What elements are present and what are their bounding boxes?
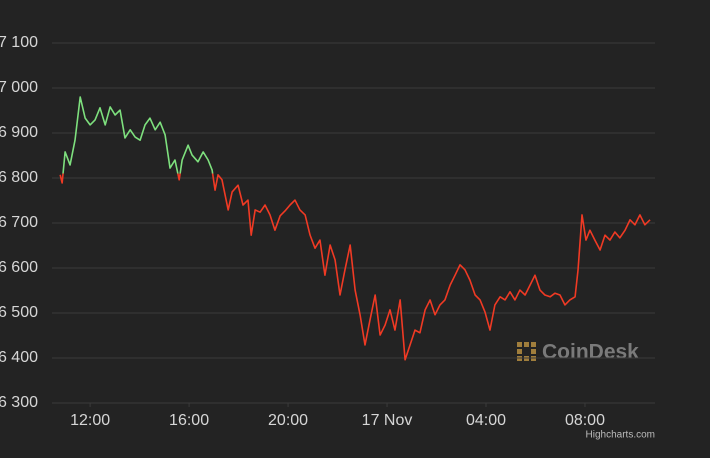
y-tick-label: 6 300: [0, 394, 38, 411]
y-tick-label: 6 700: [0, 214, 38, 231]
price-line: [62, 96, 214, 174]
y-tick-label: 6 800: [0, 169, 38, 186]
x-tick-label: 12:00: [70, 412, 110, 429]
y-tick-label: 7 100: [0, 34, 38, 51]
y-tick-label: 7 000: [0, 79, 38, 96]
x-tick-label: 16:00: [169, 412, 209, 429]
y-tick-label: 6 500: [0, 304, 38, 321]
price-line: [59, 173, 651, 361]
x-tick-label: 17 Nov: [362, 412, 413, 429]
y-tick-label: 6 600: [0, 259, 38, 276]
x-tick-label: 20:00: [268, 412, 308, 429]
y-tick-label: 6 900: [0, 124, 38, 141]
credits: Highcharts.com: [586, 430, 655, 441]
x-tick-label: 04:00: [466, 412, 506, 429]
watermark: CoinDesk: [542, 341, 639, 364]
y-tick-label: 6 400: [0, 349, 38, 366]
x-tick-label: 08:00: [565, 412, 605, 429]
